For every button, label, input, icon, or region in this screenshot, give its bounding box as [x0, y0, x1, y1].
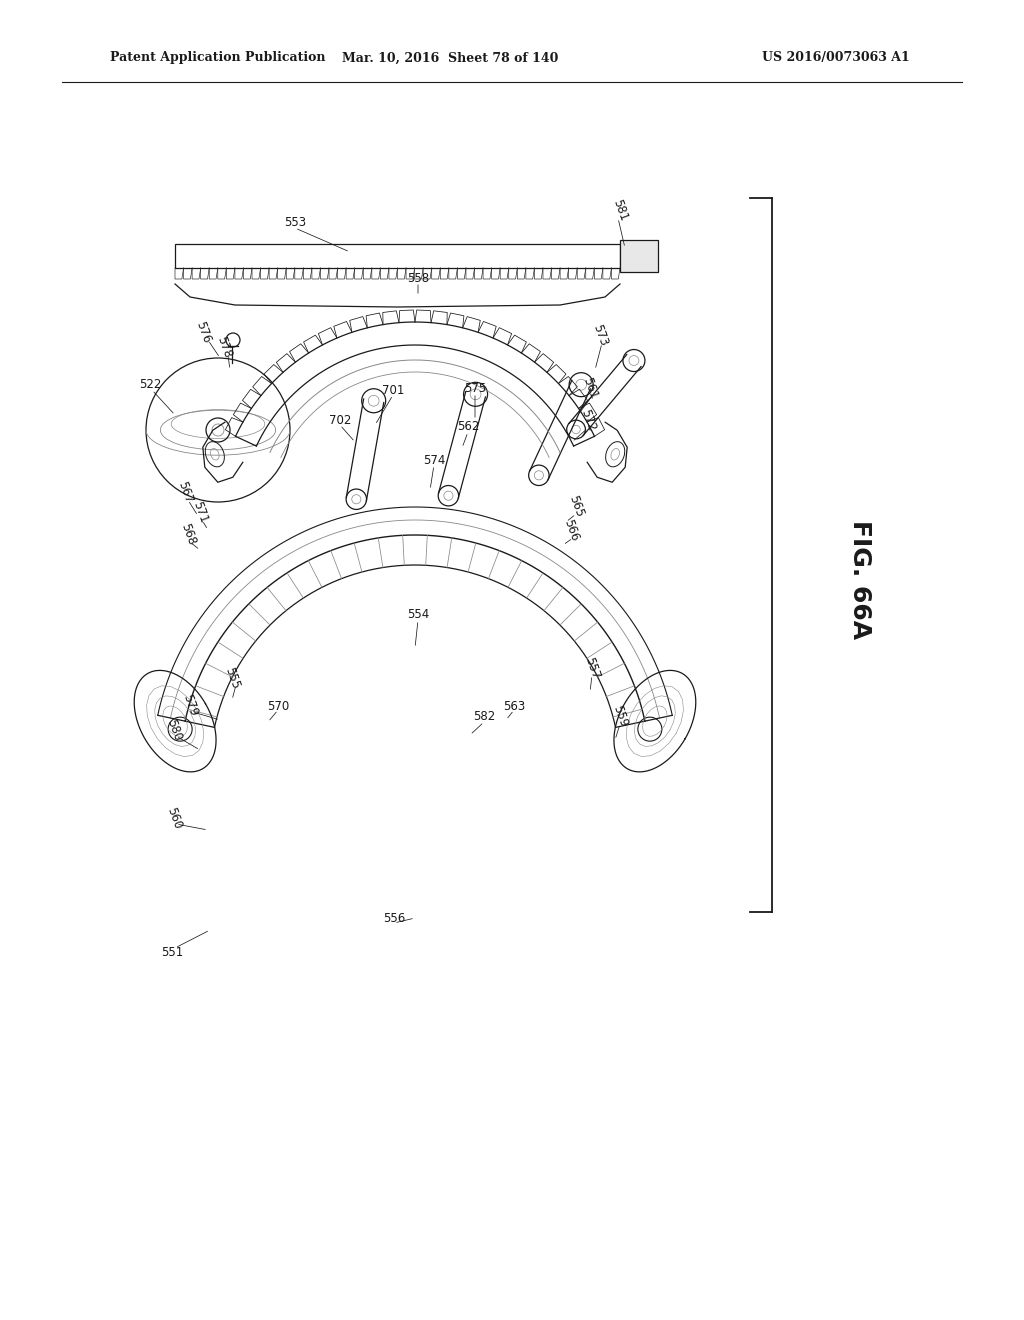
Text: 559: 559 — [610, 704, 630, 729]
Text: Mar. 10, 2016  Sheet 78 of 140: Mar. 10, 2016 Sheet 78 of 140 — [342, 51, 558, 65]
Text: 701: 701 — [382, 384, 404, 396]
Text: 574: 574 — [423, 454, 445, 466]
Text: 580: 580 — [164, 717, 184, 743]
Text: 565: 565 — [566, 494, 586, 519]
Text: 567: 567 — [175, 479, 195, 504]
Text: Patent Application Publication: Patent Application Publication — [110, 51, 326, 65]
Text: 575: 575 — [464, 381, 486, 395]
Text: 566: 566 — [561, 517, 581, 543]
Text: 522: 522 — [139, 379, 161, 392]
Text: 582: 582 — [473, 710, 496, 723]
Bar — [175, 244, 620, 268]
Text: 555: 555 — [222, 665, 242, 690]
Text: FIG. 66A: FIG. 66A — [848, 520, 872, 640]
Text: 702: 702 — [329, 413, 351, 426]
Text: 557: 557 — [582, 655, 602, 681]
Text: 578: 578 — [214, 334, 233, 359]
Text: 553: 553 — [284, 215, 306, 228]
Bar — [620, 240, 658, 272]
Text: 561: 561 — [580, 375, 600, 401]
Text: US 2016/0073063 A1: US 2016/0073063 A1 — [762, 51, 910, 65]
Text: 572: 572 — [579, 408, 598, 433]
Text: 581: 581 — [610, 197, 630, 223]
Text: 560: 560 — [164, 805, 184, 830]
Text: 556: 556 — [383, 912, 406, 924]
Text: 551: 551 — [161, 945, 183, 958]
Text: 571: 571 — [190, 499, 210, 525]
Text: 576: 576 — [194, 319, 213, 345]
Text: 563: 563 — [503, 700, 525, 713]
Text: 579: 579 — [180, 692, 200, 718]
Text: 573: 573 — [590, 322, 610, 347]
Text: 554: 554 — [407, 609, 429, 622]
Text: 558: 558 — [407, 272, 429, 285]
Text: 570: 570 — [267, 700, 289, 713]
Text: 568: 568 — [178, 521, 198, 546]
Text: 562: 562 — [457, 420, 479, 433]
